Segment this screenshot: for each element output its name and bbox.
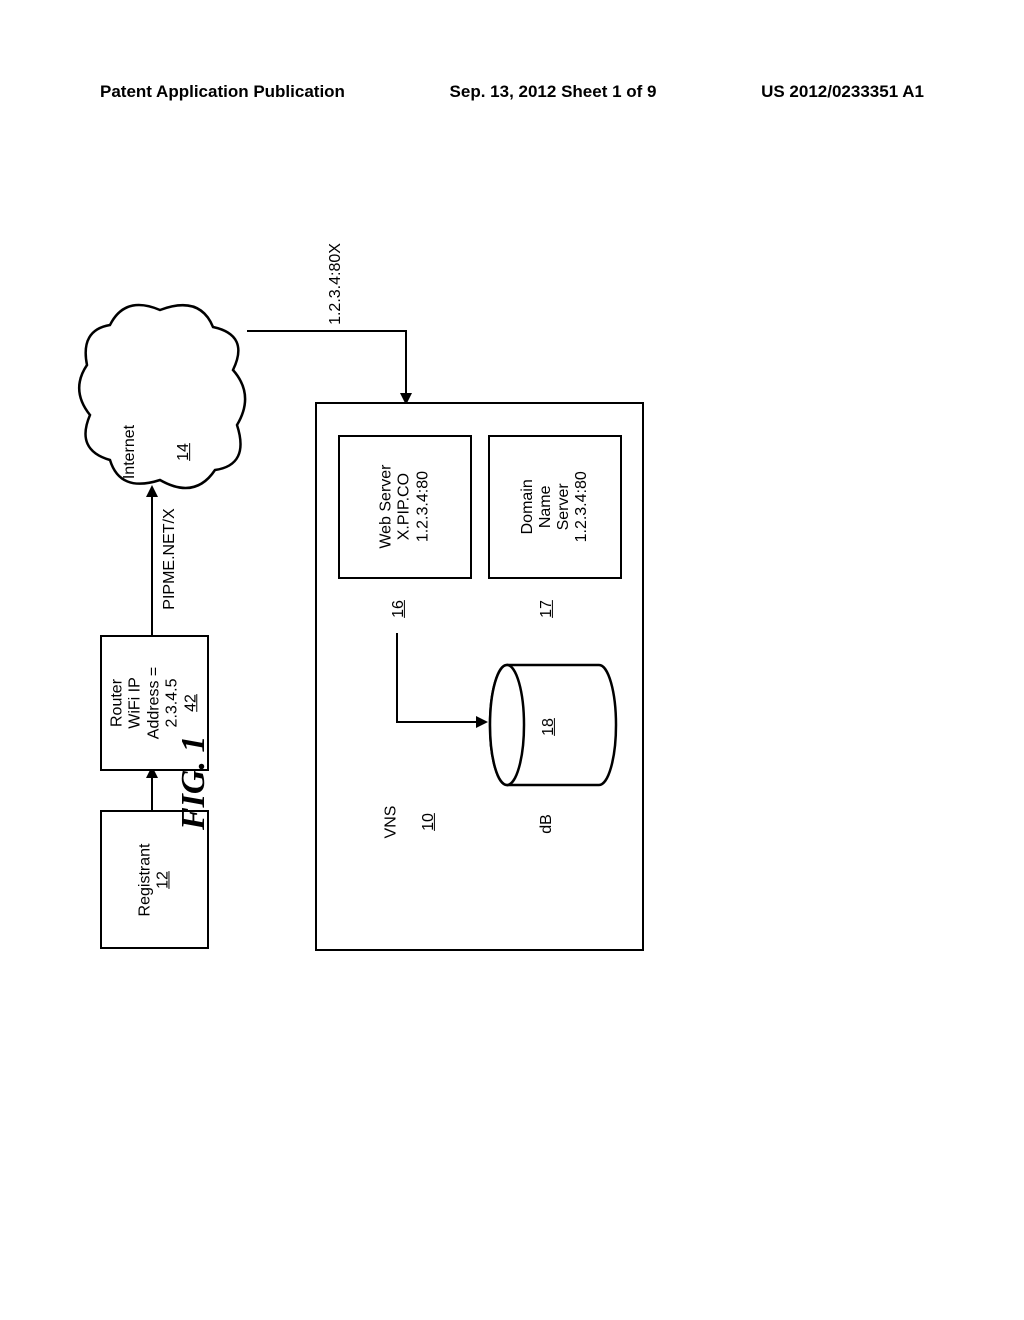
registrant-title: Registrant xyxy=(136,843,154,916)
router-ref: 42 xyxy=(182,667,200,739)
edge-label-pipme: PIPME.NET/X xyxy=(161,499,179,619)
arrow-ws-db-h xyxy=(396,721,478,723)
arrow-internet-vns-v xyxy=(405,330,407,395)
webserver-line1: X.PIP.CO xyxy=(396,465,414,549)
router-line3: 2.3.4.5 xyxy=(164,667,182,739)
registrant-ref: 12 xyxy=(154,843,172,916)
arrow-router-internet xyxy=(151,495,153,635)
webserver-ref: 16 xyxy=(390,600,408,618)
arrow-internet-vns-h xyxy=(247,330,407,332)
header-center: Sep. 13, 2012 Sheet 1 of 9 xyxy=(450,82,657,102)
router-line0: Router xyxy=(109,667,127,739)
registrant-box: Registrant 12 xyxy=(100,810,209,949)
dns-line1: Name xyxy=(537,471,555,542)
edge-label-ip: 1.2.3.4:80X xyxy=(327,243,345,325)
arrowhead-ws-db xyxy=(476,716,488,728)
router-line1: WiFi IP xyxy=(127,667,145,739)
internet-ref: 14 xyxy=(175,425,193,479)
arrow-reg-router xyxy=(151,775,153,810)
dns-line3: 1.2.3.4:80 xyxy=(573,471,591,542)
page-header: Patent Application Publication Sep. 13, … xyxy=(0,82,1024,102)
db-ref: 18 xyxy=(540,718,558,736)
figure-caption: FIG. 1 xyxy=(175,736,213,830)
vns-label: VNS xyxy=(382,806,400,839)
dns-line0: Domain xyxy=(519,471,537,542)
vns-ref: 10 xyxy=(420,813,438,831)
dns-line2: Server xyxy=(555,471,573,542)
internet-title: Internet xyxy=(121,425,139,479)
dns-box: Domain Name Server 1.2.3.4:80 xyxy=(488,435,622,579)
webserver-line0: Web Server xyxy=(377,465,395,549)
dns-ref: 17 xyxy=(538,600,556,618)
internet-label-group: Internet 14 xyxy=(85,425,229,479)
webserver-box: Web Server X.PIP.CO 1.2.3.4:80 xyxy=(338,435,472,579)
db-label: dB xyxy=(538,814,556,834)
webserver-line2: 1.2.3.4:80 xyxy=(414,465,432,549)
header-right: US 2012/0233351 A1 xyxy=(761,82,924,102)
figure-1-diagram: Registrant 12 Router WiFi IP Address = 2… xyxy=(100,240,840,960)
arrow-ws-db-v xyxy=(396,633,398,723)
header-left: Patent Application Publication xyxy=(100,82,345,102)
router-line2: Address = xyxy=(145,667,163,739)
